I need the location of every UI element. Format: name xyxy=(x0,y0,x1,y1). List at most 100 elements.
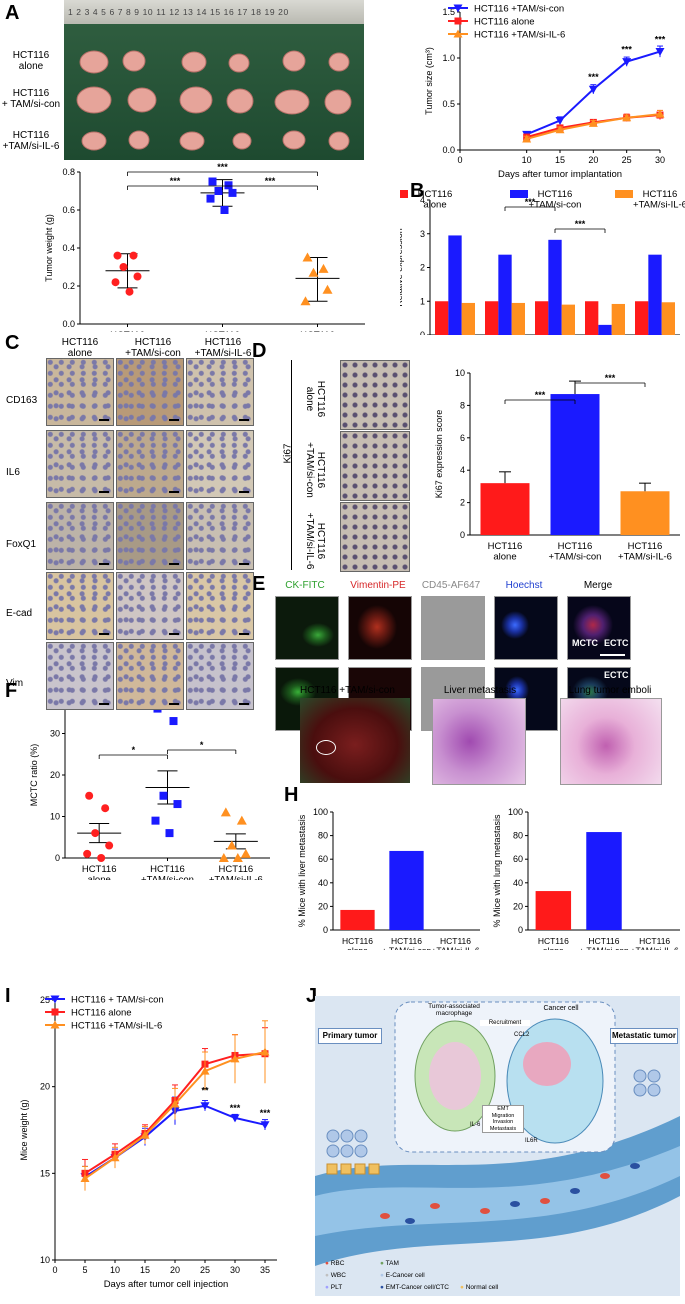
legend-marker xyxy=(453,29,463,38)
fluor-header-vimentin: Vimentin-PE xyxy=(350,580,406,591)
fluor-header-ck: CK-FITC xyxy=(285,580,325,591)
scale-bar xyxy=(239,419,249,421)
legend-swatch xyxy=(615,190,633,198)
data-point xyxy=(220,807,231,817)
mice-weight-chart: 10 15 20 25 Mice weight (g) 0 5 10 15 20 25 30 35 Day… xyxy=(19,995,277,1290)
data-point xyxy=(111,278,120,287)
recruitment-label: Recruitment xyxy=(480,1020,530,1026)
legend-normal: ● Normal cell xyxy=(460,1284,499,1291)
data-point xyxy=(140,1130,150,1139)
ki67-image xyxy=(340,360,410,430)
fluor-header-cd45: CD45-AF647 xyxy=(421,580,481,591)
y-tick-label: 20 xyxy=(318,901,328,911)
y-tick-label: 1.5 xyxy=(442,7,455,17)
relative-expression-chart: 0 1 2 3 4 Relative expression HCT116 alone HCT11… xyxy=(400,189,685,335)
ihc-row-label-vim: Vim xyxy=(6,678,24,689)
legend-label: HCT116 + TAM/si-con xyxy=(71,995,164,1006)
legend-marker xyxy=(50,1020,60,1029)
ki67-row-label-sicon-wrap: HCT116 +TAM/si-con xyxy=(293,431,337,501)
ihc-image xyxy=(116,430,184,498)
data-point xyxy=(113,251,122,260)
legend-tam: ● TAM xyxy=(380,1260,399,1267)
y-tick-label: 0.4 xyxy=(62,243,75,253)
y-tick-label: 0 xyxy=(420,330,425,335)
x-tick-label: HCT116+TAM/si-IL-6 xyxy=(209,864,263,880)
ihc-image xyxy=(46,430,114,498)
liver-photo-circle xyxy=(316,740,336,755)
x-tick-label: HCT116+ TAM/si-con xyxy=(579,936,629,950)
photo-row-label-sicon: HCT116 + TAM/si-con xyxy=(1,88,61,110)
ki67-row-label-siil6-wrap: HCT116 +TAM/si-IL-6 xyxy=(293,502,337,572)
lung-emboli-image xyxy=(560,698,662,785)
bar xyxy=(550,394,600,535)
tumor-size-chart: 0.0 0.5 1.0 1.5 Tumor size (cm³) 0 10 15 20 25 30 D… xyxy=(424,4,666,181)
y-tick-label: 10 xyxy=(40,1255,50,1265)
data-point xyxy=(322,284,333,294)
y-tick-label: 10 xyxy=(50,812,60,822)
legend-label: HCT116 +TAM/si-con xyxy=(529,189,582,210)
y-tick-label: 20 xyxy=(50,770,60,780)
legend-tam-text: TAM xyxy=(385,1260,399,1267)
significance-text: * xyxy=(132,745,136,755)
bar xyxy=(435,301,449,335)
data-point xyxy=(105,841,114,850)
scale-bar xyxy=(239,491,249,493)
y-tick-label: 25 xyxy=(40,995,50,1005)
x-tick-label: HCT116 +TAM/si-con xyxy=(141,864,194,880)
bar xyxy=(480,483,530,535)
x-tick-label: HCT116+TAM/si-IL-6 xyxy=(618,541,672,562)
y-tick-label: 30 xyxy=(50,729,60,739)
x-tick-label: 30 xyxy=(230,1265,240,1275)
data-point xyxy=(151,816,160,825)
y-axis-label: Tumor weight (g) xyxy=(44,214,54,282)
data-point xyxy=(91,829,100,838)
photo-row-label-alone: HCT116 alone xyxy=(12,50,50,72)
scale-bar xyxy=(239,563,249,565)
ki67-row-label-sicon: HCT116 +TAM/si-con xyxy=(304,442,326,498)
ihc-image xyxy=(116,502,184,570)
legend-label: HCT116 alone xyxy=(418,189,453,210)
bar xyxy=(535,301,549,335)
data-point xyxy=(218,853,229,862)
x-tick-label: HCT116+TAM/si-IL-6 xyxy=(431,936,480,950)
significance-text: *** xyxy=(575,219,586,229)
bar xyxy=(448,235,462,335)
data-point xyxy=(119,263,128,271)
x-tick-label: 10 xyxy=(522,155,532,165)
y-tick-label: 0.8 xyxy=(62,167,75,177)
ihc-col-label-siil6: HCT116 +TAM/si-IL-6 xyxy=(194,337,252,359)
bar xyxy=(485,301,499,335)
y-tick-label: 40 xyxy=(318,878,328,888)
y-tick-label: 40 xyxy=(513,878,523,888)
ihc-row-label-il6: IL6 xyxy=(6,467,20,478)
data-point xyxy=(226,840,237,850)
liver-photo-title: HCT116 +TAM/si-con xyxy=(300,685,395,696)
scale-bar xyxy=(99,563,109,565)
data-point xyxy=(224,181,233,190)
fluor-hoechst-top xyxy=(494,596,558,660)
significance-label: *** xyxy=(260,1108,271,1118)
legend-emt-ctc-text: EMT-Cancer cell/CTC xyxy=(385,1284,449,1291)
scale-bar xyxy=(169,703,179,705)
panel-label-a: A xyxy=(5,2,20,24)
fluor-header-merge: Merge xyxy=(583,580,613,591)
data-point xyxy=(228,188,237,197)
x-tick-label: 25 xyxy=(200,1265,210,1275)
ihc-image xyxy=(46,572,114,640)
data-point xyxy=(622,113,632,122)
data-point xyxy=(655,48,665,57)
legend-wbc: ● WBC xyxy=(325,1272,346,1279)
ihc-image xyxy=(116,572,184,640)
ki67-image xyxy=(340,502,410,572)
ihc-image xyxy=(186,430,254,498)
bar xyxy=(548,239,562,335)
panel-label-h: H xyxy=(284,784,299,806)
x-tick-label: 35 xyxy=(260,1265,270,1275)
y-tick-label: 20 xyxy=(40,1082,50,1092)
x-tick-label: 0 xyxy=(52,1265,57,1275)
legend-swatch xyxy=(400,190,408,198)
significance-text: * xyxy=(200,740,204,750)
bar xyxy=(535,891,572,930)
